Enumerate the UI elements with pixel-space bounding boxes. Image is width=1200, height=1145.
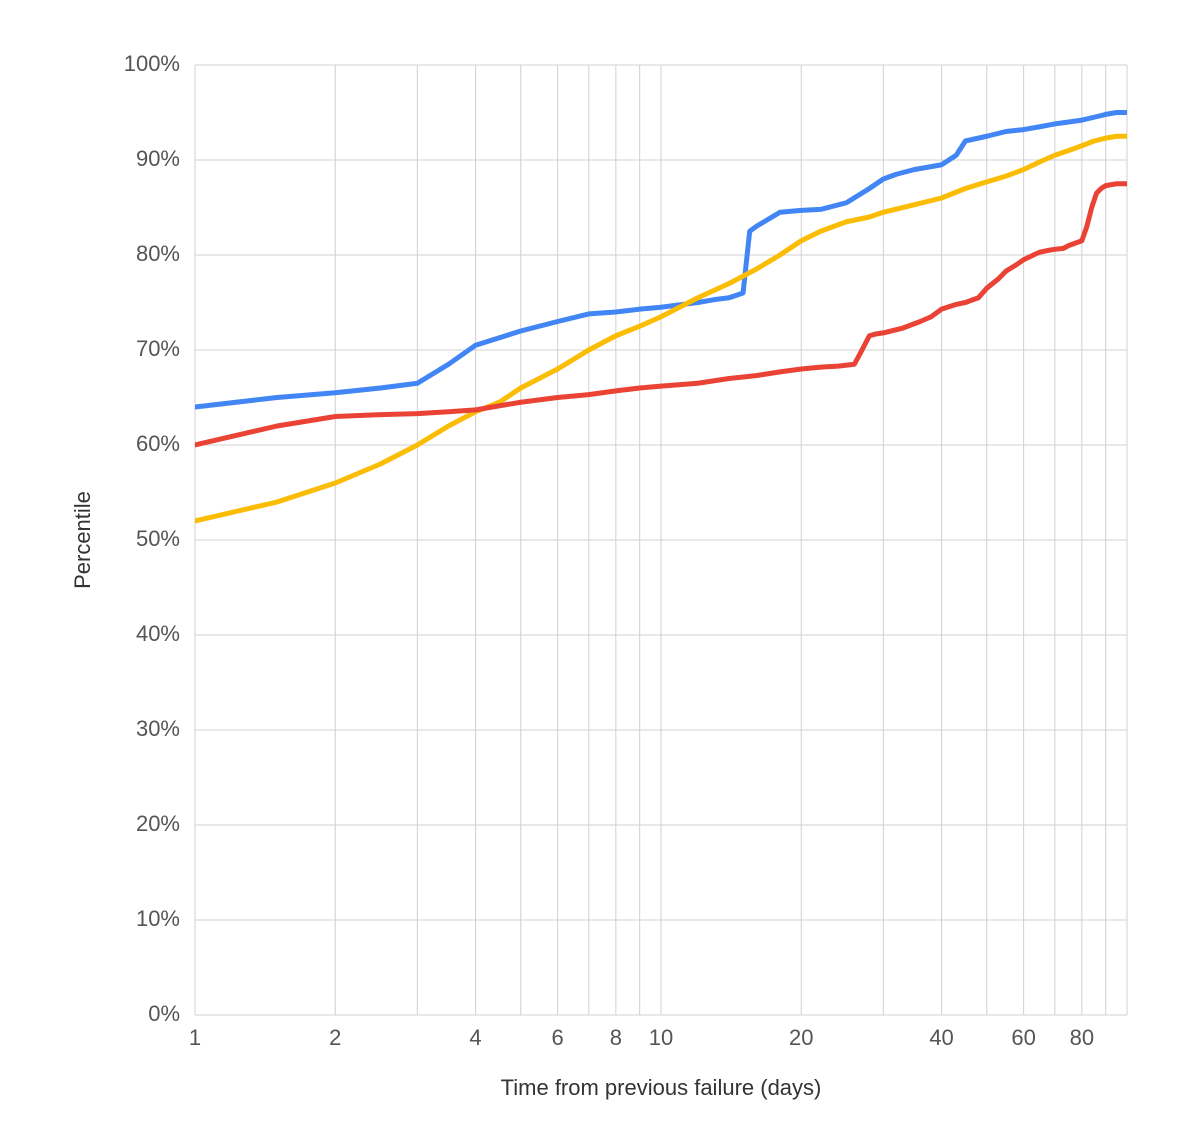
chart-svg: 0% 10% 20% 30% 40% 50% 60% 70% 80% 90% 100% 1 2 4 6 8 10… bbox=[0, 0, 1200, 1145]
y-tick-label: 30% bbox=[136, 716, 180, 741]
y-tick-label: 100% bbox=[124, 51, 180, 76]
y-tick-label: 90% bbox=[136, 146, 180, 171]
x-tick-label: 10 bbox=[649, 1025, 673, 1050]
x-axis-label: Time from previous failure (days) bbox=[501, 1075, 822, 1100]
y-tick-label: 0% bbox=[148, 1001, 180, 1026]
x-tick-label: 4 bbox=[469, 1025, 481, 1050]
y-tick-label: 20% bbox=[136, 811, 180, 836]
x-tick-label: 60 bbox=[1011, 1025, 1035, 1050]
y-tick-label: 10% bbox=[136, 906, 180, 931]
x-tick-label: 2 bbox=[329, 1025, 341, 1050]
y-tick-label: 60% bbox=[136, 431, 180, 456]
x-tick-label: 1 bbox=[189, 1025, 201, 1050]
y-tick-label: 70% bbox=[136, 336, 180, 361]
x-tick-label: 40 bbox=[929, 1025, 953, 1050]
y-axis-label: Percentile bbox=[70, 491, 95, 589]
percentile-chart: 0% 10% 20% 30% 40% 50% 60% 70% 80% 90% 100% 1 2 4 6 8 10… bbox=[0, 0, 1200, 1145]
x-tick-label: 80 bbox=[1070, 1025, 1094, 1050]
y-tick-label: 40% bbox=[136, 621, 180, 646]
grid bbox=[195, 65, 1127, 1015]
y-tick-label: 50% bbox=[136, 526, 180, 551]
y-tick-label: 80% bbox=[136, 241, 180, 266]
x-tick-label: 8 bbox=[610, 1025, 622, 1050]
x-tick-label: 20 bbox=[789, 1025, 813, 1050]
x-tick-label: 6 bbox=[551, 1025, 563, 1050]
